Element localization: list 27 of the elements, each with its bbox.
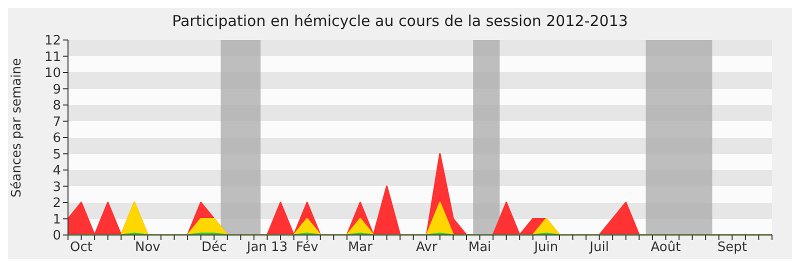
- y-tick-label: 6: [52, 131, 61, 146]
- y-tick-label: 0: [52, 228, 61, 244]
- x-tick-label: Jan 13: [246, 240, 288, 256]
- x-tick-label: Mar: [348, 240, 374, 256]
- x-tick-label: Déc: [202, 240, 227, 256]
- x-tick-label: Juil: [588, 240, 609, 256]
- x-tick-label: Fév: [296, 240, 319, 256]
- x-tick-label: Sept: [717, 240, 747, 256]
- x-tick-label: Avr: [416, 240, 438, 256]
- y-tick-label: 12: [44, 34, 61, 49]
- y-tick-label: 5: [52, 147, 61, 162]
- y-tick-label: 10: [44, 66, 61, 82]
- x-tick-label: Juin: [533, 240, 558, 256]
- y-tick-label: 7: [52, 114, 61, 130]
- y-tick-label: 8: [52, 98, 61, 114]
- x-tick-label: Oct: [70, 240, 93, 256]
- y-tick-label: 4: [52, 164, 61, 179]
- x-tick-label: Mai: [468, 240, 492, 256]
- chart-title: Participation en hémicycle au cours de la session 2012-2013: [171, 11, 629, 31]
- x-tick-label: Nov: [135, 240, 161, 256]
- y-axis-title: Séances par semaine: [10, 58, 25, 198]
- y-tick-label: 9: [52, 82, 61, 98]
- x-tick-label: Août: [650, 240, 681, 256]
- y-tick-label: 3: [52, 180, 61, 195]
- y-tick-label: 1: [52, 212, 61, 228]
- y-tick-label: 2: [52, 196, 61, 212]
- y-tick-label: 11: [44, 50, 61, 65]
